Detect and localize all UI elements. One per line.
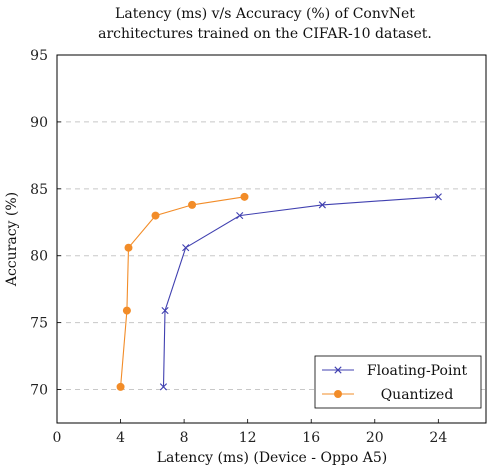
x-tick-label: 4	[116, 430, 125, 446]
x-tick-label: 20	[366, 430, 384, 446]
data-point-floating-point	[434, 193, 442, 201]
x-tick-label: 8	[180, 430, 189, 446]
data-point-quantized	[240, 192, 249, 201]
legend-label-floating-point: Floating-Point	[367, 363, 468, 379]
y-tick-label: 95	[30, 48, 48, 64]
y-tick-label: 80	[30, 249, 48, 265]
y-axis-label: Accuracy (%)	[4, 192, 20, 287]
y-tick-label: 75	[30, 316, 48, 332]
data-point-quantized	[116, 382, 125, 391]
chart-title-line-1: Latency (ms) v/s Accuracy (%) of ConvNet	[115, 6, 415, 22]
data-point-quantized	[124, 243, 133, 252]
x-tick-label: 12	[239, 430, 257, 446]
y-axis-ticks: 70 75 80 85 90 95	[30, 48, 61, 399]
data-point-floating-point	[236, 211, 244, 220]
series-line-floating-point	[162, 196, 439, 387]
data-point-quantized	[151, 211, 160, 220]
x-tick-label: 0	[53, 430, 62, 446]
x-axis-ticks: 0 4 8 12 16 20 24	[53, 419, 447, 446]
chart-title-line-2: architectures trained on the CIFAR-10 da…	[98, 26, 432, 42]
data-point-floating-point	[318, 201, 326, 209]
plot-frame	[56, 54, 487, 424]
series-quantized	[116, 192, 249, 391]
legend: Floating-Point Quantized	[314, 355, 482, 409]
legend-marker-floating-point	[334, 366, 342, 374]
y-tick-label: 90	[30, 115, 48, 131]
data-point-quantized	[188, 200, 197, 209]
series-layer	[116, 192, 442, 391]
x-tick-label: 16	[302, 430, 320, 446]
chart-title: Latency (ms) v/s Accuracy (%) of ConvNet…	[98, 6, 432, 42]
data-point-floating-point	[161, 307, 169, 315]
y-tick-label: 70	[30, 383, 48, 399]
legend-label-quantized: Quantized	[381, 387, 454, 403]
legend-item-floating-point: Floating-Point	[322, 363, 467, 379]
x-tick-label: 24	[429, 430, 447, 446]
legend-box	[314, 355, 482, 409]
legend-item-quantized: Quantized	[322, 387, 453, 403]
data-point-floating-point	[182, 244, 190, 252]
grid-lines	[57, 54, 486, 391]
series-floating-point	[159, 193, 442, 391]
legend-marker-quantized	[334, 390, 342, 398]
y-tick-label: 85	[30, 182, 48, 198]
data-point-quantized	[122, 306, 131, 315]
x-axis-label: Latency (ms) (Device - Oppo A5)	[157, 450, 387, 466]
data-point-floating-point	[159, 383, 168, 391]
series-line-quantized	[120, 196, 245, 387]
